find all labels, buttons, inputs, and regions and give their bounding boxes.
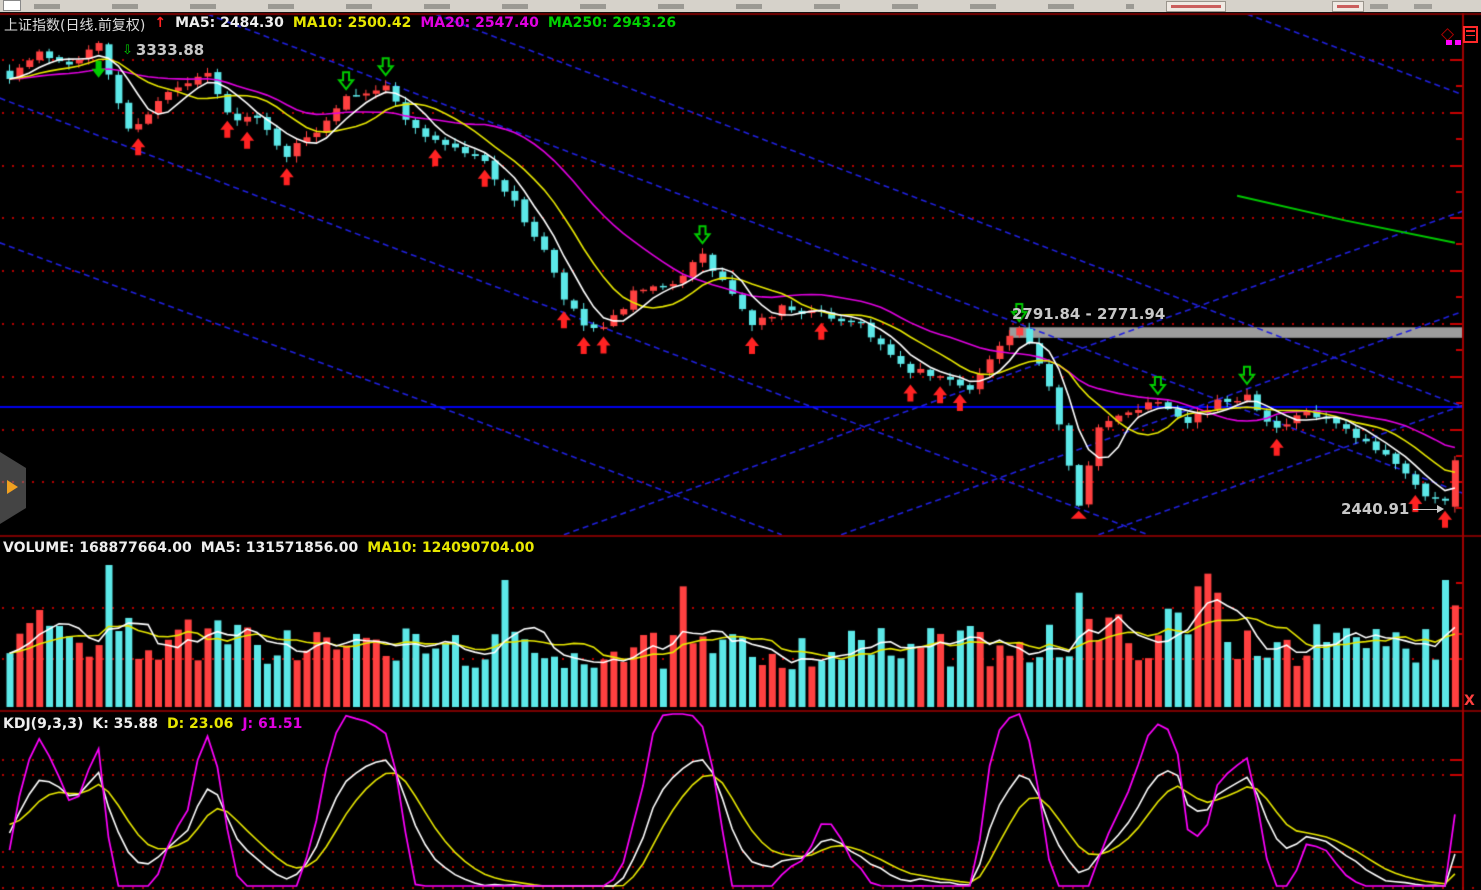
gap-zone-label: 2791.84 - 2771.94	[1012, 305, 1166, 323]
kdj-j-value: J: 61.51	[242, 716, 303, 732]
menu-items-clipped[interactable]	[34, 4, 1134, 9]
restore-window-icon[interactable]	[1463, 26, 1478, 43]
low-label-pointer-line	[1413, 508, 1438, 510]
kdj-k-value: K: 35.88	[92, 716, 158, 732]
period-high-label: ⇩ 3333.88	[122, 41, 205, 59]
session-low-label: 2440.91	[1341, 500, 1445, 518]
ma10-value: MA10: 2500.42	[292, 15, 412, 31]
volume-ma5-value: MA5: 131571856.00	[200, 540, 359, 556]
menu-items-clipped-right[interactable]	[1370, 4, 1456, 9]
low-label-pointer-arrow-icon	[1437, 505, 1445, 513]
menu-item-highlight-2[interactable]	[1332, 1, 1364, 12]
ma20-value: MA20: 2547.40	[420, 15, 539, 31]
volume-ma10-value: MA10: 124090704.00	[367, 540, 535, 556]
flyout-arrow-icon	[7, 480, 18, 494]
marker-dot-icon	[1446, 40, 1452, 45]
main-chart-header: 上证指数(日线.前复权) ↑ MA5: 2484.30 MA10: 2500.4…	[4, 15, 676, 35]
menu-item-highlight-1[interactable]	[1166, 1, 1226, 12]
marker-dot-icon	[1455, 40, 1461, 45]
volume-value: VOLUME: 168877664.00	[3, 540, 192, 556]
ma5-value: MA5: 2484.30	[175, 15, 284, 31]
close-x-icon[interactable]: X	[1464, 693, 1475, 709]
up-trend-icon: ↑	[154, 15, 167, 31]
kdj-name: KDJ(9,3,3)	[3, 716, 84, 732]
kdj-d-value: D: 23.06	[166, 716, 234, 732]
app-icon[interactable]	[3, 0, 21, 11]
symbol-title: 上证指数(日线.前复权)	[4, 18, 146, 34]
high-label-arrow-icon: ⇩	[122, 42, 133, 58]
menu-bar[interactable]	[0, 0, 1481, 13]
kdj-pane-header: KDJ(9,3,3) K: 35.88 D: 23.06 J: 61.51	[3, 716, 302, 732]
volume-pane-header: VOLUME: 168877664.00 MA5: 131571856.00 M…	[3, 540, 534, 556]
ma250-value: MA250: 2943.26	[547, 15, 677, 31]
diamond-icon[interactable]: ◇	[1441, 24, 1455, 44]
